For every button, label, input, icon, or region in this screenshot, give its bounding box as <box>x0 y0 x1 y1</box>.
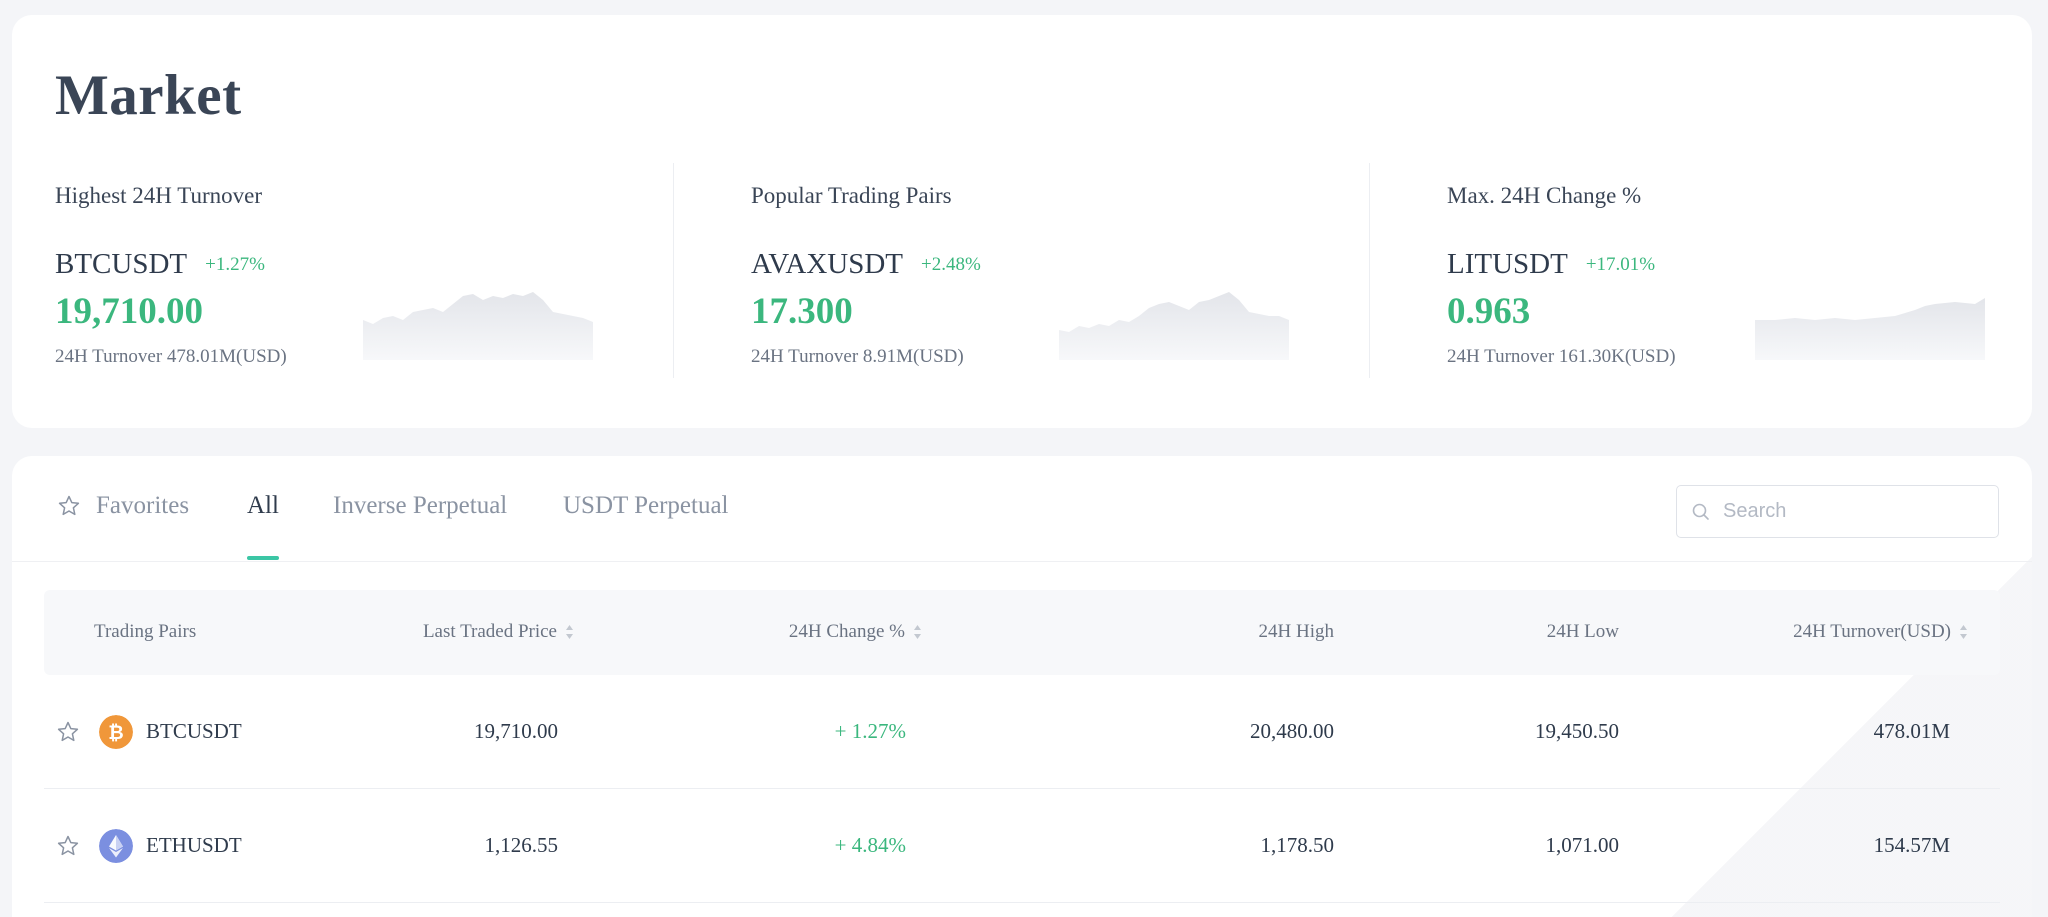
column-header-label: 24H Turnover(USD) <box>1793 621 1951 642</box>
table-row[interactable]: ETHUSDT 1,126.55 + 4.84% 1,178.50 1,071.… <box>44 789 2000 903</box>
svg-text:₿: ₿ <box>108 722 123 744</box>
pair-name[interactable]: ETHUSDT <box>146 833 242 857</box>
column-header-24h-turnover[interactable]: 24H Turnover(USD) <box>1793 621 1968 643</box>
high-price: 1,178.50 <box>1260 833 1335 857</box>
tab-label: Favorites <box>96 492 190 519</box>
stat-pair: AVAXUSDT +2.48% <box>751 248 981 281</box>
market-tabs: Favorites All Inverse Perpetual USDT Per… <box>12 456 2032 562</box>
column-divider <box>673 163 674 378</box>
table-header: Trading Pairs Last Traded Price 24H Chan… <box>44 590 2000 675</box>
sort-icon <box>914 625 921 639</box>
stat-turnover: 24H Turnover 478.01M(USD) <box>55 346 287 367</box>
max-change-card[interactable]: Max. 24H Change % LITUSDT +17.01% 0.963 2… <box>1447 163 2048 378</box>
column-header-24h-high: 24H High <box>1258 621 1334 642</box>
tab-inverse-perpetual[interactable]: Inverse Perpetual <box>333 492 508 519</box>
last-price: 19,710.00 <box>474 719 558 743</box>
column-header-label: 24H Change % <box>788 621 905 642</box>
column-header-24h-change[interactable]: 24H Change % <box>789 621 922 643</box>
column-header-last-price[interactable]: Last Traded Price <box>423 621 574 643</box>
stat-turnover: 24H Turnover 8.91M(USD) <box>751 346 964 367</box>
stat-pair: BTCUSDT +1.27% <box>55 248 265 281</box>
column-header-label: Last Traded Price <box>422 621 557 642</box>
low-price: 1,071.00 <box>1545 833 1620 857</box>
stat-heading: Max. 24H Change % <box>1447 183 1642 208</box>
highest-turnover-card[interactable]: Highest 24H Turnover BTCUSDT +1.27% 19,71… <box>55 163 675 378</box>
search-input[interactable] <box>1723 500 1983 523</box>
low-price: 19,450.50 <box>1535 719 1619 743</box>
stat-heading: Popular Trading Pairs <box>751 183 952 208</box>
tab-usdt-perpetual[interactable]: USDT Perpetual <box>563 492 729 519</box>
stat-change: +17.01% <box>1585 254 1656 275</box>
stat-pair-name: LITUSDT <box>1447 248 1568 280</box>
bitcoin-icon: ₿ <box>99 715 133 749</box>
search-icon <box>1692 503 1709 520</box>
sparkline-chart <box>1755 298 1985 360</box>
stat-change: +1.27% <box>205 254 265 275</box>
star-icon[interactable] <box>56 834 80 858</box>
column-header-24h-low: 24H Low <box>1546 621 1619 642</box>
stat-price: 19,710.00 <box>55 291 203 332</box>
page-title: Market <box>55 64 242 127</box>
star-icon[interactable] <box>56 720 80 744</box>
ethereum-icon <box>99 829 133 863</box>
sparkline-chart <box>363 292 593 360</box>
sort-icon <box>566 625 573 639</box>
stat-price: 0.963 <box>1447 291 1531 332</box>
search-box[interactable] <box>1676 485 1999 538</box>
change-percent: + 1.27% <box>834 719 906 743</box>
stat-pair: LITUSDT +17.01% <box>1447 248 1655 281</box>
popular-pairs-card[interactable]: Popular Trading Pairs AVAXUSDT +2.48% 17.… <box>751 163 1371 378</box>
star-icon <box>58 495 80 516</box>
market-table-card: Favorites All Inverse Perpetual USDT Per… <box>12 456 2032 917</box>
table-row[interactable]: ₿ BTCUSDT 19,710.00 + 1.27% 20,480.00 19… <box>44 675 2000 789</box>
high-price: 20,480.00 <box>1250 719 1334 743</box>
turnover: 478.01M <box>1873 719 1950 743</box>
sort-icon <box>1960 625 1967 639</box>
turnover: 154.57M <box>1873 833 1950 857</box>
column-divider <box>1369 163 1370 378</box>
market-overview-card: Market Highest 24H Turnover BTCUSDT +1.27… <box>12 15 2032 428</box>
stat-change: +2.48% <box>921 254 981 275</box>
stat-turnover: 24H Turnover 161.30K(USD) <box>1447 346 1676 367</box>
stat-price: 17.300 <box>751 291 853 332</box>
pair-name[interactable]: BTCUSDT <box>146 719 242 743</box>
sparkline-chart <box>1059 292 1289 360</box>
tab-all[interactable]: All <box>247 492 279 519</box>
stat-pair-name: AVAXUSDT <box>751 248 904 280</box>
stat-heading: Highest 24H Turnover <box>55 183 263 208</box>
active-tab-indicator <box>247 556 279 560</box>
last-price: 1,126.55 <box>484 833 559 857</box>
column-header-trading-pairs: Trading Pairs <box>94 621 197 642</box>
tab-favorites[interactable]: Favorites <box>57 492 189 520</box>
change-percent: + 4.84% <box>834 833 906 857</box>
stat-pair-name: BTCUSDT <box>55 248 188 280</box>
